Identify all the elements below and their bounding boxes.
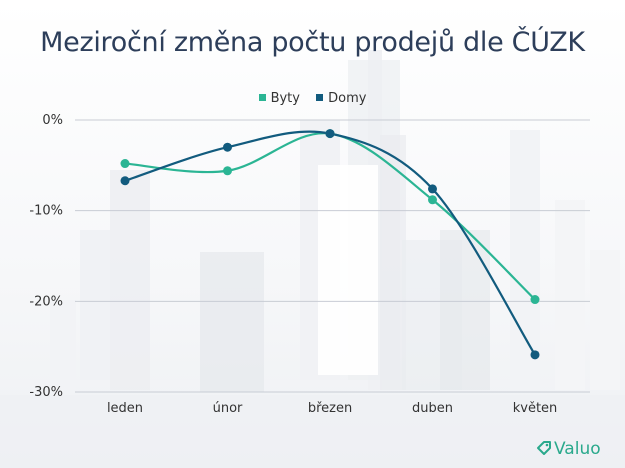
series-line-domy [124,130,536,356]
tag-icon [536,440,552,461]
y-tick-label: 0% [42,113,63,128]
brand-name: Valuo [554,439,601,459]
legend-label-byty: Byty [270,91,300,106]
legend-label-domy: Domy [328,91,367,106]
data-point-byty [428,195,437,205]
y-tick-label: -10% [29,204,63,219]
legend-marker-byty [258,94,266,101]
data-point-domy [223,142,232,152]
data-point-domy [325,129,335,139]
x-tick-label: duben [412,401,453,416]
data-point-byty [530,295,540,305]
brand-logo: Valuo [536,439,601,461]
y-tick-label: -30% [29,385,63,400]
chart-title: Meziroční změna počtu prodejů dle ČÚZK [40,27,585,58]
x-tick-label: únor [213,401,243,416]
legend-item-byty[interactable]: Byty [258,91,300,106]
chart-legend: Byty Domy [0,91,625,106]
data-point-domy [428,184,437,194]
x-tick-label: březen [308,401,352,416]
data-point-domy [530,350,540,360]
data-point-byty [223,166,232,176]
x-tick-label: květen [513,401,558,416]
data-point-byty [120,159,130,169]
data-point-domy [120,176,130,186]
y-tick-label: -20% [29,294,63,309]
legend-item-domy[interactable]: Domy [316,91,366,106]
x-tick-label: leden [107,401,143,416]
legend-marker-domy [316,94,324,101]
